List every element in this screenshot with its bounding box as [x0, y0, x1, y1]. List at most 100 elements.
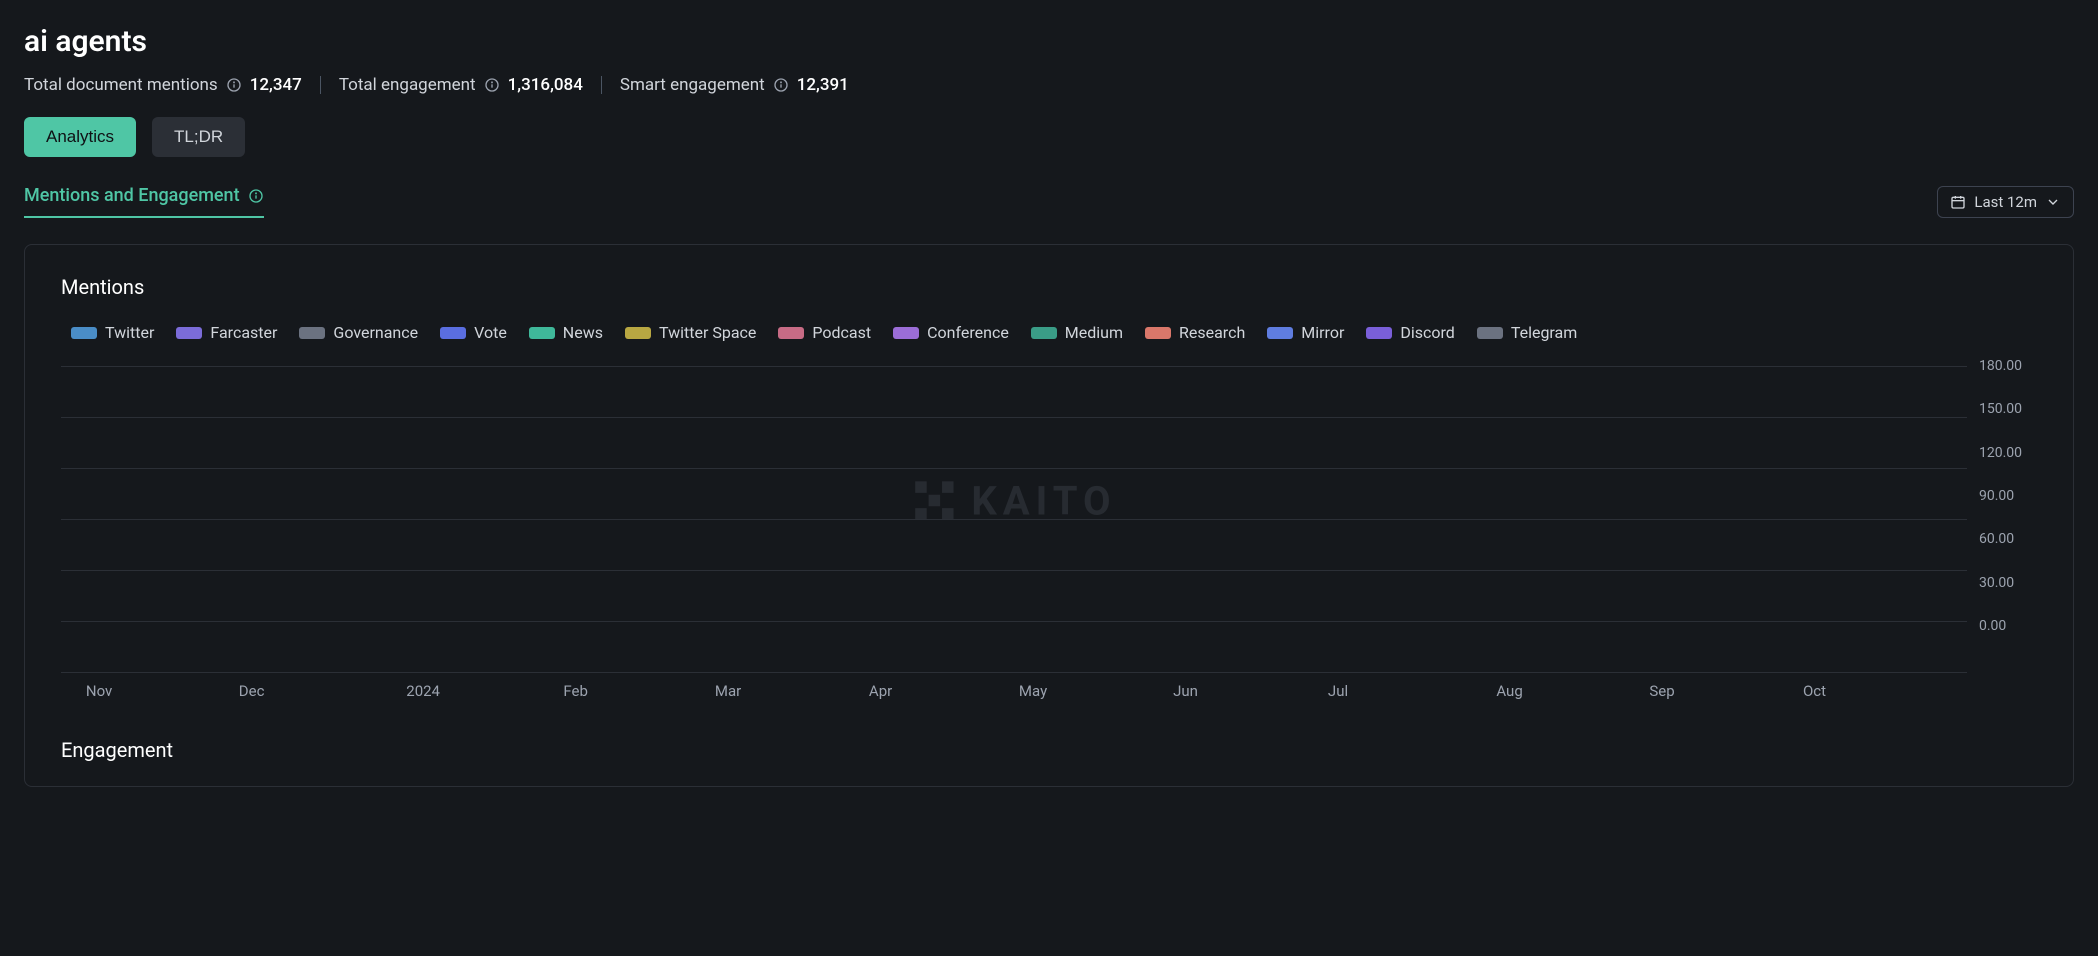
- legend-label: Medium: [1065, 323, 1123, 342]
- y-tick-label: 0.00: [1979, 618, 2006, 634]
- info-icon[interactable]: [484, 77, 500, 93]
- legend-item[interactable]: Conference: [893, 323, 1009, 342]
- legend-swatch: [893, 327, 919, 339]
- page-title: ai agents: [24, 24, 2074, 59]
- legend-item[interactable]: Telegram: [1477, 323, 1577, 342]
- y-axis: 0.0030.0060.0090.00120.00150.00180.00: [1967, 366, 2037, 626]
- stat-value: 12,391: [797, 75, 849, 95]
- x-tick-label: Oct: [1803, 682, 1826, 700]
- legend-label: Twitter Space: [659, 323, 756, 342]
- plot-area: KAITO: [61, 366, 1967, 672]
- x-tick-label: 2024: [406, 682, 440, 700]
- grid-line: [61, 468, 1967, 469]
- x-tick-label: Jul: [1328, 682, 1348, 700]
- stat-label: Smart engagement: [620, 75, 765, 95]
- legend-item[interactable]: Research: [1145, 323, 1245, 342]
- grid-line: [61, 519, 1967, 520]
- x-tick-label: Dec: [239, 682, 265, 700]
- y-tick-label: 120.00: [1979, 445, 2022, 461]
- x-tick-label: May: [1019, 682, 1047, 700]
- legend-item[interactable]: Podcast: [778, 323, 871, 342]
- legend-label: Governance: [333, 323, 418, 342]
- legend-swatch: [1031, 327, 1057, 339]
- stat-smart: Smart engagement 12,391: [620, 75, 849, 95]
- stat-label: Total document mentions: [24, 75, 218, 95]
- stat-engagement: Total engagement 1,316,084: [339, 75, 583, 95]
- chevron-down-icon: [2045, 194, 2061, 210]
- legend-label: Discord: [1400, 323, 1454, 342]
- info-icon[interactable]: [226, 77, 242, 93]
- chart-legend: Twitter Farcaster Governance Vote News Twitte…: [71, 323, 2037, 342]
- legend-item[interactable]: Vote: [440, 323, 507, 342]
- grid-line: [61, 621, 1967, 622]
- legend-label: Research: [1179, 323, 1245, 342]
- section-tab-mentions[interactable]: Mentions and Engagement: [24, 185, 264, 218]
- legend-item[interactable]: Discord: [1366, 323, 1454, 342]
- legend-swatch: [1366, 327, 1392, 339]
- chart-title-engagement: Engagement: [61, 738, 2037, 762]
- info-icon[interactable]: [773, 77, 789, 93]
- legend-label: Farcaster: [210, 323, 277, 342]
- legend-label: Podcast: [812, 323, 871, 342]
- time-range-label: Last 12m: [1974, 193, 2037, 211]
- grid-line: [61, 672, 1967, 673]
- legend-label: Vote: [474, 323, 507, 342]
- legend-swatch: [299, 327, 325, 339]
- x-tick-label: Nov: [86, 682, 112, 700]
- chart-area: KAITO Nov Dec 2024 Feb Mar Apr May Jun Jul Aug Sep…: [61, 366, 2037, 706]
- legend-label: Mirror: [1301, 323, 1344, 342]
- y-tick-label: 30.00: [1979, 575, 2014, 591]
- x-tick-label: Jun: [1173, 682, 1198, 700]
- legend-label: Twitter: [105, 323, 154, 342]
- section-header: Mentions and Engagement Last 12m: [24, 185, 2074, 218]
- x-tick-label: Apr: [869, 682, 892, 700]
- legend-swatch: [1267, 327, 1293, 339]
- tab-analytics[interactable]: Analytics: [24, 117, 136, 157]
- legend-item[interactable]: Farcaster: [176, 323, 277, 342]
- legend-item[interactable]: Twitter Space: [625, 323, 756, 342]
- legend-swatch: [71, 327, 97, 339]
- legend-item[interactable]: Mirror: [1267, 323, 1344, 342]
- legend-swatch: [440, 327, 466, 339]
- main-tabs: Analytics TL;DR: [24, 117, 2074, 157]
- section-tab-label: Mentions and Engagement: [24, 185, 240, 206]
- divider: [320, 76, 321, 94]
- chart-title-mentions: Mentions: [61, 275, 2037, 299]
- tab-tldr[interactable]: TL;DR: [152, 117, 245, 157]
- x-tick-label: Feb: [563, 682, 588, 700]
- x-axis: Nov Dec 2024 Feb Mar Apr May Jun Jul Aug Sep Oct: [61, 682, 1967, 706]
- legend-label: Conference: [927, 323, 1009, 342]
- time-range-selector[interactable]: Last 12m: [1937, 186, 2074, 218]
- stats-row: Total document mentions 12,347 Total eng…: [24, 75, 2074, 95]
- y-tick-label: 150.00: [1979, 401, 2022, 417]
- x-tick-label: Sep: [1649, 682, 1674, 700]
- stat-mentions: Total document mentions 12,347: [24, 75, 302, 95]
- legend-item[interactable]: News: [529, 323, 603, 342]
- legend-item[interactable]: Medium: [1031, 323, 1123, 342]
- grid-line: [61, 366, 1967, 367]
- y-tick-label: 60.00: [1979, 531, 2014, 547]
- legend-swatch: [1477, 327, 1503, 339]
- legend-item[interactable]: Governance: [299, 323, 418, 342]
- legend-label: Telegram: [1511, 323, 1577, 342]
- chart-card: Mentions Twitter Farcaster Governance Vote N…: [24, 244, 2074, 787]
- grid-line: [61, 570, 1967, 571]
- divider: [601, 76, 602, 94]
- legend-swatch: [778, 327, 804, 339]
- legend-swatch: [176, 327, 202, 339]
- y-tick-label: 90.00: [1979, 488, 2014, 504]
- x-tick-label: Mar: [715, 682, 741, 700]
- legend-swatch: [529, 327, 555, 339]
- legend-label: News: [563, 323, 603, 342]
- grid-line: [61, 417, 1967, 418]
- stat-value: 1,316,084: [508, 75, 583, 95]
- info-icon[interactable]: [248, 188, 264, 204]
- legend-item[interactable]: Twitter: [71, 323, 154, 342]
- calendar-icon: [1950, 194, 1966, 210]
- y-tick-label: 180.00: [1979, 358, 2022, 374]
- legend-swatch: [1145, 327, 1171, 339]
- stat-value: 12,347: [250, 75, 302, 95]
- x-tick-label: Aug: [1496, 682, 1522, 700]
- stat-label: Total engagement: [339, 75, 476, 95]
- legend-swatch: [625, 327, 651, 339]
